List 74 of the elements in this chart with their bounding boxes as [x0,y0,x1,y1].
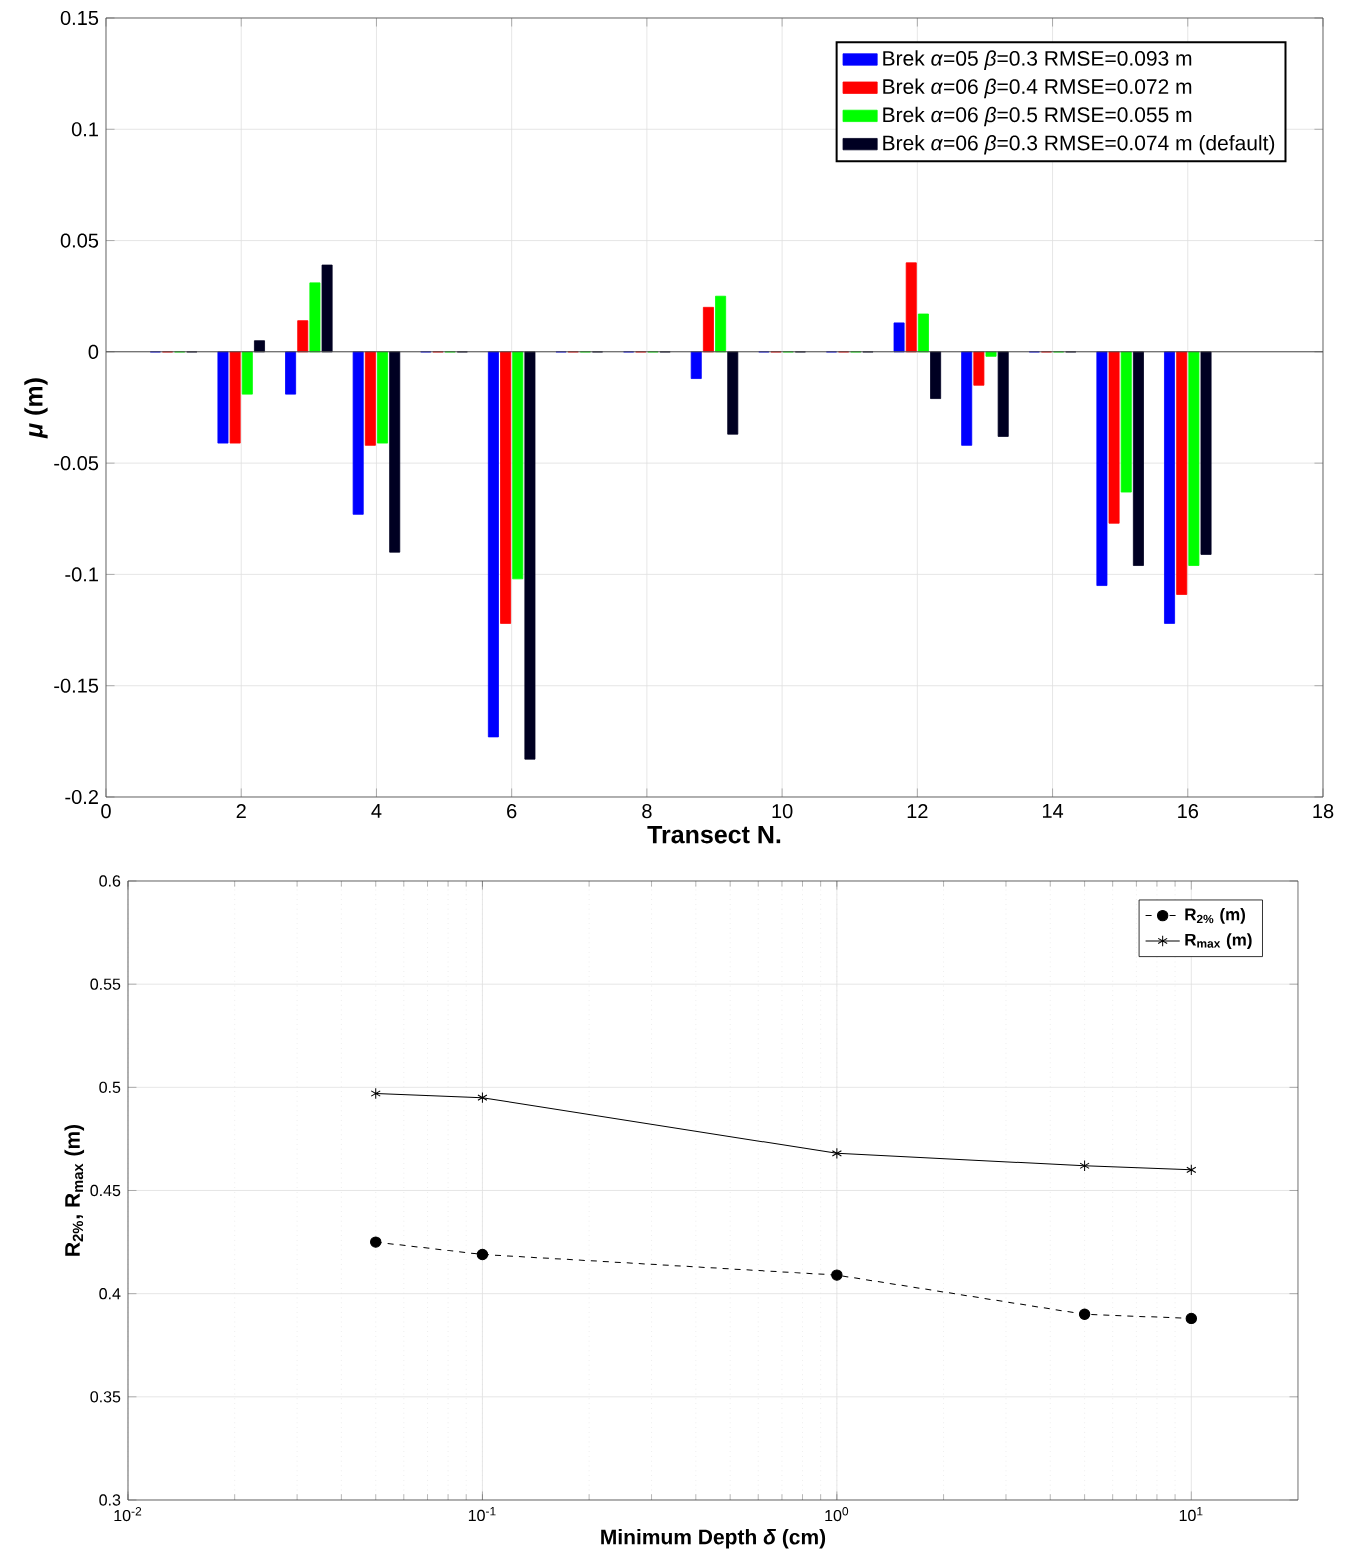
legend-label: R$_{max}$ (m) [1185,933,1252,950]
bar [297,320,309,353]
legend-label: Brek α=06 β=0.5 RMSE=0.055 m [883,106,1192,127]
bar [487,351,499,738]
y-tick-label: 0.1 [71,122,98,137]
x-tick-label: 2 [236,804,246,819]
legend-label: Brek α=06 β=0.4 RMSE=0.072 m [883,78,1192,99]
bar [997,351,1009,437]
bar [321,264,333,353]
bar [352,351,364,515]
bar [285,351,297,395]
bar [715,295,727,353]
y-axis-title: R$_{2%}$, R$_{max}$ (m) [64,1124,85,1256]
x-axis-title: Transect N. [647,825,781,844]
bar [917,313,929,353]
y-tick-label: 0 [88,344,99,359]
bar [1200,351,1212,555]
bar [905,262,917,353]
y-tick-label: 0.55 [90,978,121,990]
y-tick-label: -0.1 [65,567,98,582]
bar [309,282,321,353]
x-tick-label: 10$^{-1}$ [468,1507,496,1522]
legend-label: Brek α=05 β=0.3 RMSE=0.093 m [883,50,1192,70]
bar [1188,351,1200,566]
x-tick-label: 18 [1313,804,1334,819]
y-tick-label: -0.15 [54,678,99,693]
y-tick-label: -0.2 [65,789,98,805]
bar [893,322,905,353]
x-axis-title: Minimum Depth δ (cm) [601,1528,826,1549]
legend-label: R$_{2%}$ (m) [1185,907,1245,924]
y-tick-label: 0.6 [99,875,121,887]
bar [985,351,997,357]
y-tick-label: 0.15 [60,10,99,26]
y-tick-label: 0.35 [90,1391,121,1403]
bar [512,351,524,580]
x-tick-label: 10$^{1}$ [1179,1507,1203,1522]
bar [1164,351,1175,624]
bar [254,340,265,353]
x-tick-label: 10 [772,804,793,819]
bar [973,351,985,386]
x-tick-label: 8 [642,804,652,819]
bar [377,351,388,444]
bar [229,351,241,444]
y-tick-label: 0.05 [60,233,99,248]
x-tick-label: 4 [371,804,382,818]
bar [961,351,973,446]
bar [524,351,536,760]
bar [1096,351,1108,586]
bar [690,351,702,379]
y-tick-label: 0.45 [90,1184,121,1197]
x-tick-label: 10$^{-2}$ [114,1507,142,1522]
y-tick-label: 0.5 [99,1081,121,1093]
bar [1132,351,1144,566]
bar [727,351,739,435]
y-tick-label: -0.05 [54,456,99,471]
bar [1120,351,1132,493]
bar [500,351,512,624]
x-tick-label: 16 [1178,804,1199,819]
x-tick-label: 6 [507,804,517,819]
y-axis-title: μ (m) [24,378,48,439]
bar [930,351,942,399]
legend-label: Brek α=06 β=0.3 RMSE=0.074 m (default) [883,135,1275,155]
x-tick-label: 10$^{0}$ [825,1507,849,1522]
bar [364,351,376,446]
x-tick-label: 14 [1042,804,1064,818]
x-tick-label: 12 [907,804,928,819]
bar [1176,351,1188,595]
y-tick-label: 0.4 [99,1288,121,1300]
bar [702,306,714,353]
y-tick-label: 0.3 [99,1494,121,1506]
bar [389,351,401,553]
bar [241,351,253,395]
bar [1108,351,1120,524]
bar [217,351,229,444]
